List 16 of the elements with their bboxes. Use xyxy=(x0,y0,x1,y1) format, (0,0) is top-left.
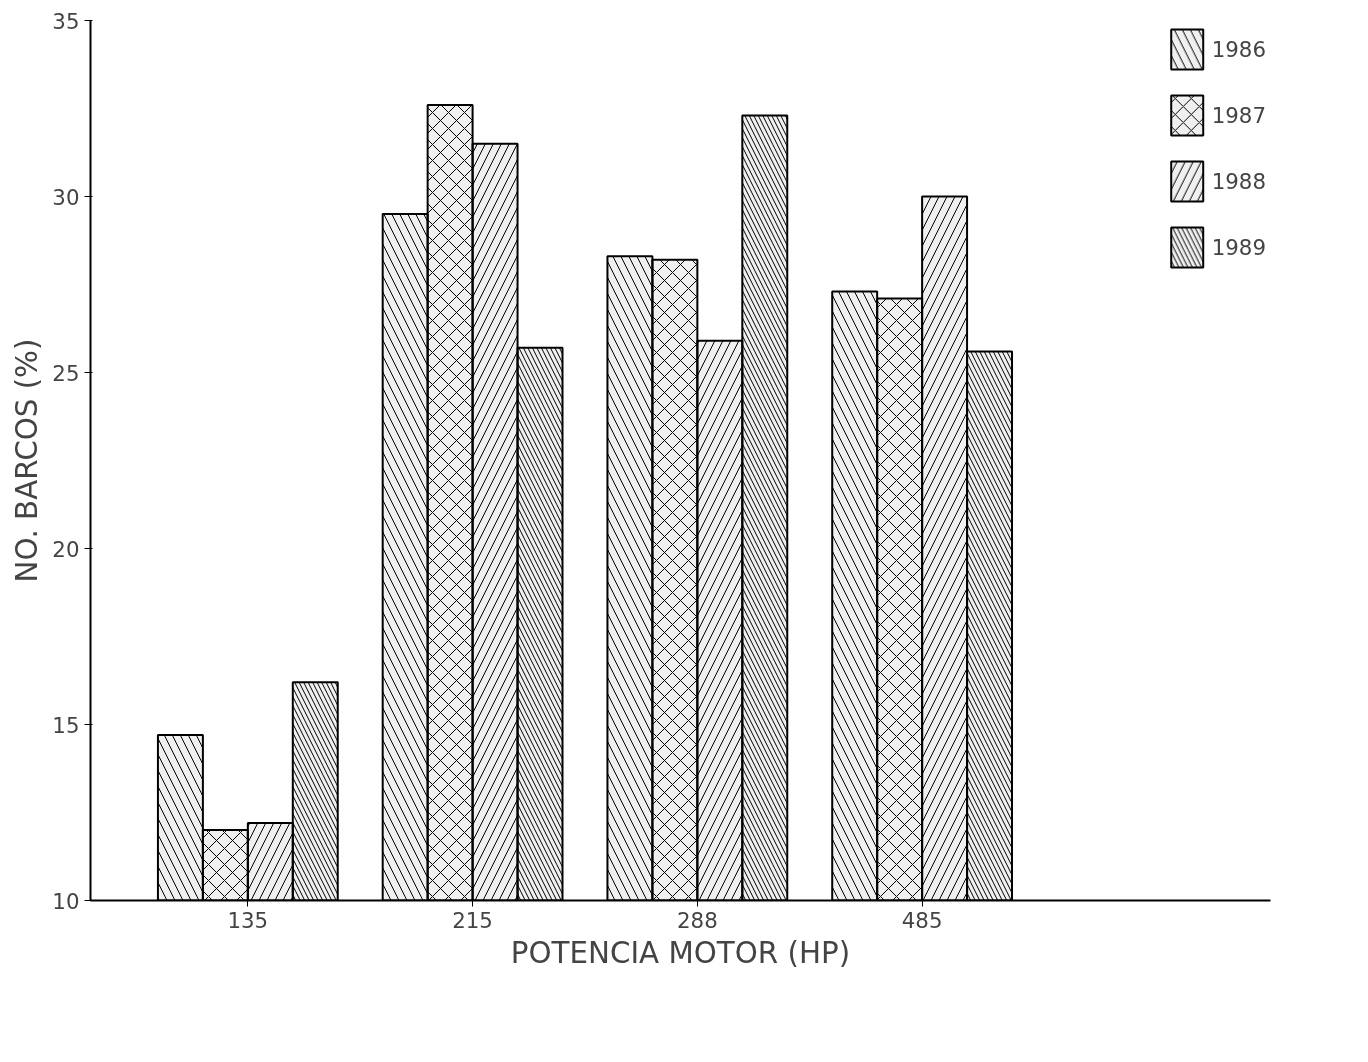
x-tick-label: 485 xyxy=(901,907,943,933)
x-tick-label: 215 xyxy=(452,907,493,933)
x-tick-label: 135 xyxy=(227,907,269,933)
y-tick-label: 20 xyxy=(52,536,80,562)
legend-label: 1989 xyxy=(1211,234,1266,260)
legend-label: 1986 xyxy=(1211,36,1266,62)
y-tick-label: 35 xyxy=(52,8,80,34)
x-axis-title: POTENCIA MOTOR (HP) xyxy=(510,935,851,970)
y-tick-label: 30 xyxy=(52,184,80,210)
y-axis-title: NO. BARCOS (%) xyxy=(10,338,45,583)
x-tick-label: 288 xyxy=(677,907,718,933)
y-tick-label: 15 xyxy=(52,712,80,738)
y-tick-label: 10 xyxy=(52,888,80,914)
legend-label: 1987 xyxy=(1211,102,1266,128)
y-tick-label: 25 xyxy=(52,360,80,386)
legend-label: 1988 xyxy=(1211,168,1266,194)
